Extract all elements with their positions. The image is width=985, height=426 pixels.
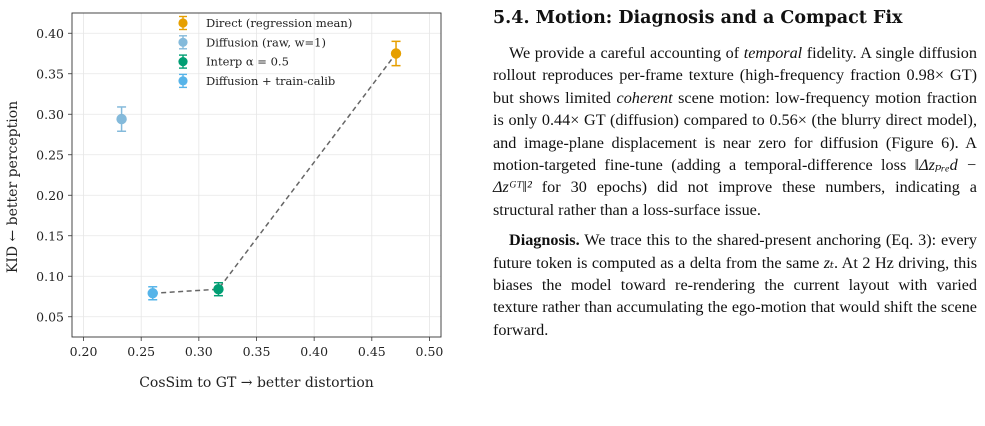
x-axis-label: CosSim to GT → better distortion <box>139 375 374 391</box>
legend-marker <box>178 37 188 47</box>
x-tick-label: 0.20 <box>70 344 98 359</box>
paragraph-temporal-fidelity: We provide a careful accounting of tempo… <box>493 42 977 221</box>
section-heading: 5.4. Motion: Diagnosis and a Compact Fix <box>493 8 903 28</box>
y-tick-label: 0.35 <box>36 66 64 81</box>
text-span: We trace this to the shared-present anch… <box>493 231 977 272</box>
data-point-group <box>213 281 224 297</box>
text-span: scene motion: low-frequency motion fract… <box>493 88 977 175</box>
text-span: fidelity. A single diffusion rollout rep… <box>493 44 977 107</box>
y-tick-label: 0.05 <box>36 309 64 324</box>
data-point <box>147 288 158 299</box>
frontier-line <box>152 53 397 295</box>
legend-entry <box>178 54 188 69</box>
x-tick-label: 0.45 <box>358 344 386 359</box>
text-span: We provide a careful accounting of <box>509 44 744 62</box>
y-tick-label: 0.15 <box>36 228 64 243</box>
legend-label: Direct (regression mean) <box>206 16 352 30</box>
y-tick-label: 0.40 <box>36 26 64 41</box>
legend-marker <box>178 76 188 86</box>
paragraph-diagnosis: Diagnosis. We trace this to the shared-p… <box>493 229 977 341</box>
loss-formula: ‖Δzₚᵣₑd − Δzᴳᵀ‖² <box>493 156 977 197</box>
legend-entry <box>178 35 188 50</box>
x-tick-label: 0.40 <box>300 344 328 359</box>
y-tick-label: 0.30 <box>36 107 64 122</box>
data-point <box>116 113 127 125</box>
legend-marker <box>178 57 188 67</box>
legend-entry <box>178 73 188 89</box>
legend-marker <box>178 18 188 28</box>
data-point-group <box>116 106 127 133</box>
y-tick-label: 0.20 <box>36 188 64 203</box>
data-point-group <box>147 286 158 301</box>
legend-label: Diffusion + train-calib <box>206 74 335 88</box>
emphasis-coherent: coherent <box>616 88 673 107</box>
y-axis-label: KID ← better perception <box>5 101 21 273</box>
scatter-chart: 0.20 0.25 0.30 0.35 0.40 0.45 0.50 0.05 0.10 0.15… <box>5 12 444 391</box>
text-span: . At 2 Hz driving, this biases the model… <box>493 253 977 339</box>
legend-entry <box>178 15 188 31</box>
emphasis-temporal: temporal <box>743 44 803 62</box>
x-tick-label: 0.35 <box>243 344 271 359</box>
variable-z-t: zₜ <box>823 253 835 272</box>
x-tick-label: 0.30 <box>185 344 213 359</box>
y-tick-label: 0.10 <box>36 269 64 284</box>
y-tick-label: 0.25 <box>36 147 64 162</box>
data-point-group <box>390 40 402 67</box>
paper-text-column: 5.4. Motion: Diagnosis and a Compact Fix… <box>493 6 977 349</box>
figure: 0.20 0.25 0.30 0.35 0.40 0.45 0.50 0.05 0.10 0.15… <box>0 0 490 426</box>
legend-label: Interp α = 0.5 <box>206 55 289 69</box>
text-span: for 30 epochs) did not improve these num… <box>493 178 977 219</box>
data-point <box>213 284 224 295</box>
legend-label: Diffusion (raw, w=1) <box>206 35 326 49</box>
x-tick-label: 0.25 <box>127 344 155 359</box>
x-tick-label: 0.50 <box>416 344 444 359</box>
plot-frame <box>71 12 442 338</box>
diagnosis-lead: Diagnosis. <box>509 231 580 250</box>
data-point <box>390 48 402 59</box>
